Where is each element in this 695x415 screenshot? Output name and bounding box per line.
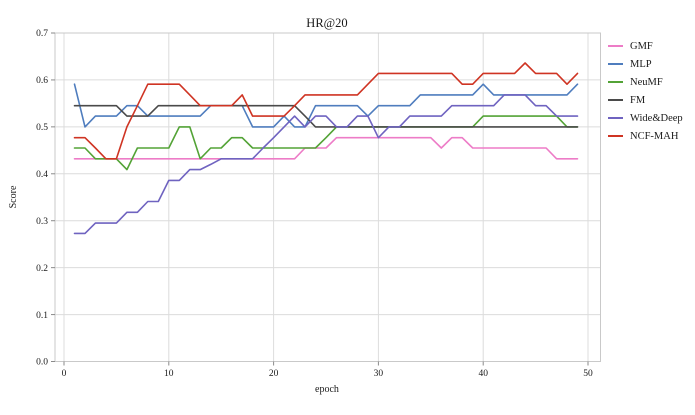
x-tick-label: 50 <box>583 369 593 379</box>
legend-label: FM <box>630 94 646 106</box>
series-line-neumf <box>73 115 579 171</box>
legend-item-fm: FM <box>608 91 683 109</box>
legend-line-marker <box>608 135 623 137</box>
legend-item-mlp: MLP <box>608 55 683 73</box>
x-tick-label: 20 <box>269 369 279 379</box>
legend-label: NCF-MAH <box>630 130 679 142</box>
y-tick-label: 0.1 <box>36 311 48 321</box>
y-tick-label: 0.2 <box>36 264 48 274</box>
legend-label: MLP <box>630 58 652 70</box>
legend-label: Wide&Deep <box>630 112 683 124</box>
legend-line-marker <box>608 117 623 119</box>
legend-line-marker <box>608 99 623 101</box>
legend-item-wide-deep: Wide&Deep <box>608 109 683 127</box>
y-tick-label: 0.7 <box>36 29 48 39</box>
legend-line-marker <box>608 81 623 83</box>
chart-title: HR@20 <box>306 16 347 30</box>
y-tick-label: 0.4 <box>36 170 48 180</box>
y-tick-label: 0.5 <box>36 123 48 133</box>
x-axis-label: epoch <box>315 384 339 395</box>
series-line-gmf <box>73 136 579 160</box>
series-line-wide-deep <box>73 94 579 235</box>
plot-area: 0.0 0.1 0.2 0.3 0.4 0.5 0.6 0.7 0 10 20 30 40 50 <box>36 29 601 379</box>
x-tick-label: 0 <box>62 369 67 379</box>
legend-item-ncf-mah: NCF-MAH <box>608 127 683 145</box>
y-axis-label: Score <box>8 185 19 208</box>
series-line-fm <box>73 104 579 128</box>
legend-line-marker <box>608 63 623 65</box>
y-tick-label: 0.6 <box>36 76 48 86</box>
y-tick-label: 0.3 <box>36 217 48 227</box>
x-tick-label: 40 <box>478 369 488 379</box>
legend-label: NeuMF <box>630 76 663 88</box>
plot-border <box>54 32 601 362</box>
y-tick-label: 0.0 <box>36 358 48 368</box>
series-line-mlp <box>73 83 579 128</box>
series-line-ncf-mah <box>73 62 579 160</box>
x-tick-label: 10 <box>164 369 174 379</box>
x-tick-label: 30 <box>374 369 384 379</box>
legend-line-marker <box>608 45 623 47</box>
legend: GMF MLP NeuMF FM Wide&Deep NCF-MAH <box>608 37 683 145</box>
legend-label: GMF <box>630 40 653 52</box>
legend-item-neumf: NeuMF <box>608 73 683 91</box>
legend-item-gmf: GMF <box>608 37 683 55</box>
